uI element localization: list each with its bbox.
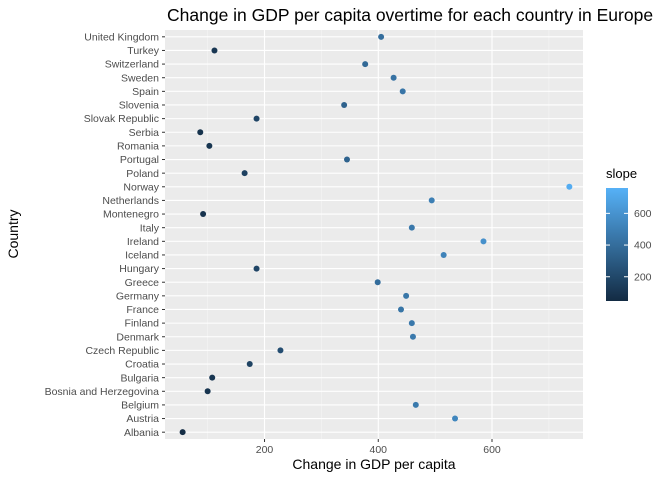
y-tick-label: Switzerland [105, 59, 159, 71]
y-tick-label: Denmark [116, 331, 159, 343]
chart-title: Change in GDP per capita overtime for ea… [167, 5, 653, 25]
y-tick-label: Albania [124, 427, 159, 439]
y-tick-label: Ireland [127, 236, 159, 248]
y-tick-label: Bosnia and Herzegovina [45, 386, 160, 398]
plot-panel [165, 30, 583, 439]
data-point [211, 47, 218, 54]
data-point [398, 306, 405, 313]
y-tick-label: Romania [117, 140, 159, 152]
y-tick-label: United Kingdom [84, 31, 159, 43]
x-tick-label: 600 [483, 444, 501, 456]
y-tick-label: Poland [126, 168, 159, 180]
data-point [408, 320, 415, 327]
data-point [440, 251, 447, 258]
y-axis-title: Country [5, 209, 21, 258]
data-point [204, 388, 211, 395]
data-point [374, 279, 381, 286]
legend-break-label: 200 [634, 271, 652, 283]
data-point [206, 142, 213, 149]
y-tick-label: Portugal [120, 154, 159, 166]
legend-break-label: 600 [634, 208, 652, 220]
data-point [452, 415, 459, 422]
x-axis: 200 400 600 [256, 439, 501, 456]
y-tick-label: Greece [125, 277, 160, 289]
y-tick-label: Czech Republic [85, 345, 159, 357]
y-tick-label: Slovak Republic [84, 113, 159, 125]
data-point [197, 129, 204, 136]
y-tick-label: Bulgaria [120, 372, 159, 384]
data-point [362, 61, 369, 68]
data-point [343, 156, 350, 163]
y-tick-label: Iceland [125, 250, 159, 262]
y-tick-label: Montenegro [103, 209, 159, 221]
data-point [428, 197, 435, 204]
data-point [241, 170, 248, 177]
data-point [179, 429, 186, 436]
legend-break-label: 400 [634, 240, 652, 252]
data-point [409, 333, 416, 340]
data-point [253, 265, 260, 272]
data-point [412, 401, 419, 408]
data-point [403, 292, 410, 299]
y-tick-label: Belgium [121, 400, 159, 412]
y-tick-label: Finland [125, 318, 160, 330]
y-tick-label: Germany [116, 290, 160, 302]
data-point [341, 101, 348, 108]
data-point [246, 361, 253, 368]
y-tick-label: Hungary [119, 263, 159, 275]
y-tick-label: Slovenia [119, 100, 159, 112]
y-tick-label: Norway [123, 181, 159, 193]
y-tick-label: Sweden [121, 72, 159, 84]
data-point [200, 211, 207, 218]
y-tick-label: France [126, 304, 159, 316]
data-point [390, 74, 397, 81]
y-tick-label: Netherlands [102, 195, 159, 207]
y-tick-label: Spain [132, 86, 159, 98]
legend: slope 200 400 600 [606, 166, 652, 301]
y-tick-label: Italy [140, 222, 160, 234]
x-tick-label: 400 [369, 444, 387, 456]
y-tick-label: Croatia [125, 359, 159, 371]
data-point [566, 183, 573, 190]
y-tick-label: Serbia [129, 127, 160, 139]
data-point [480, 238, 487, 245]
y-tick-label: Austria [126, 413, 159, 425]
grid-major [165, 30, 583, 439]
legend-ticks: 200 400 600 [606, 208, 652, 283]
x-axis-title: Change in GDP per capita [292, 456, 455, 472]
legend-colorbar [606, 188, 628, 301]
data-point [408, 224, 415, 231]
x-tick-label: 200 [256, 444, 274, 456]
y-tick-label: Turkey [127, 45, 159, 57]
grid-minor [207, 30, 550, 439]
data-point [209, 374, 216, 381]
legend-title: slope [606, 166, 637, 181]
data-point [399, 88, 406, 95]
data-point [253, 115, 260, 122]
data-point [378, 33, 385, 40]
data-points [179, 33, 573, 436]
data-point [277, 347, 284, 354]
